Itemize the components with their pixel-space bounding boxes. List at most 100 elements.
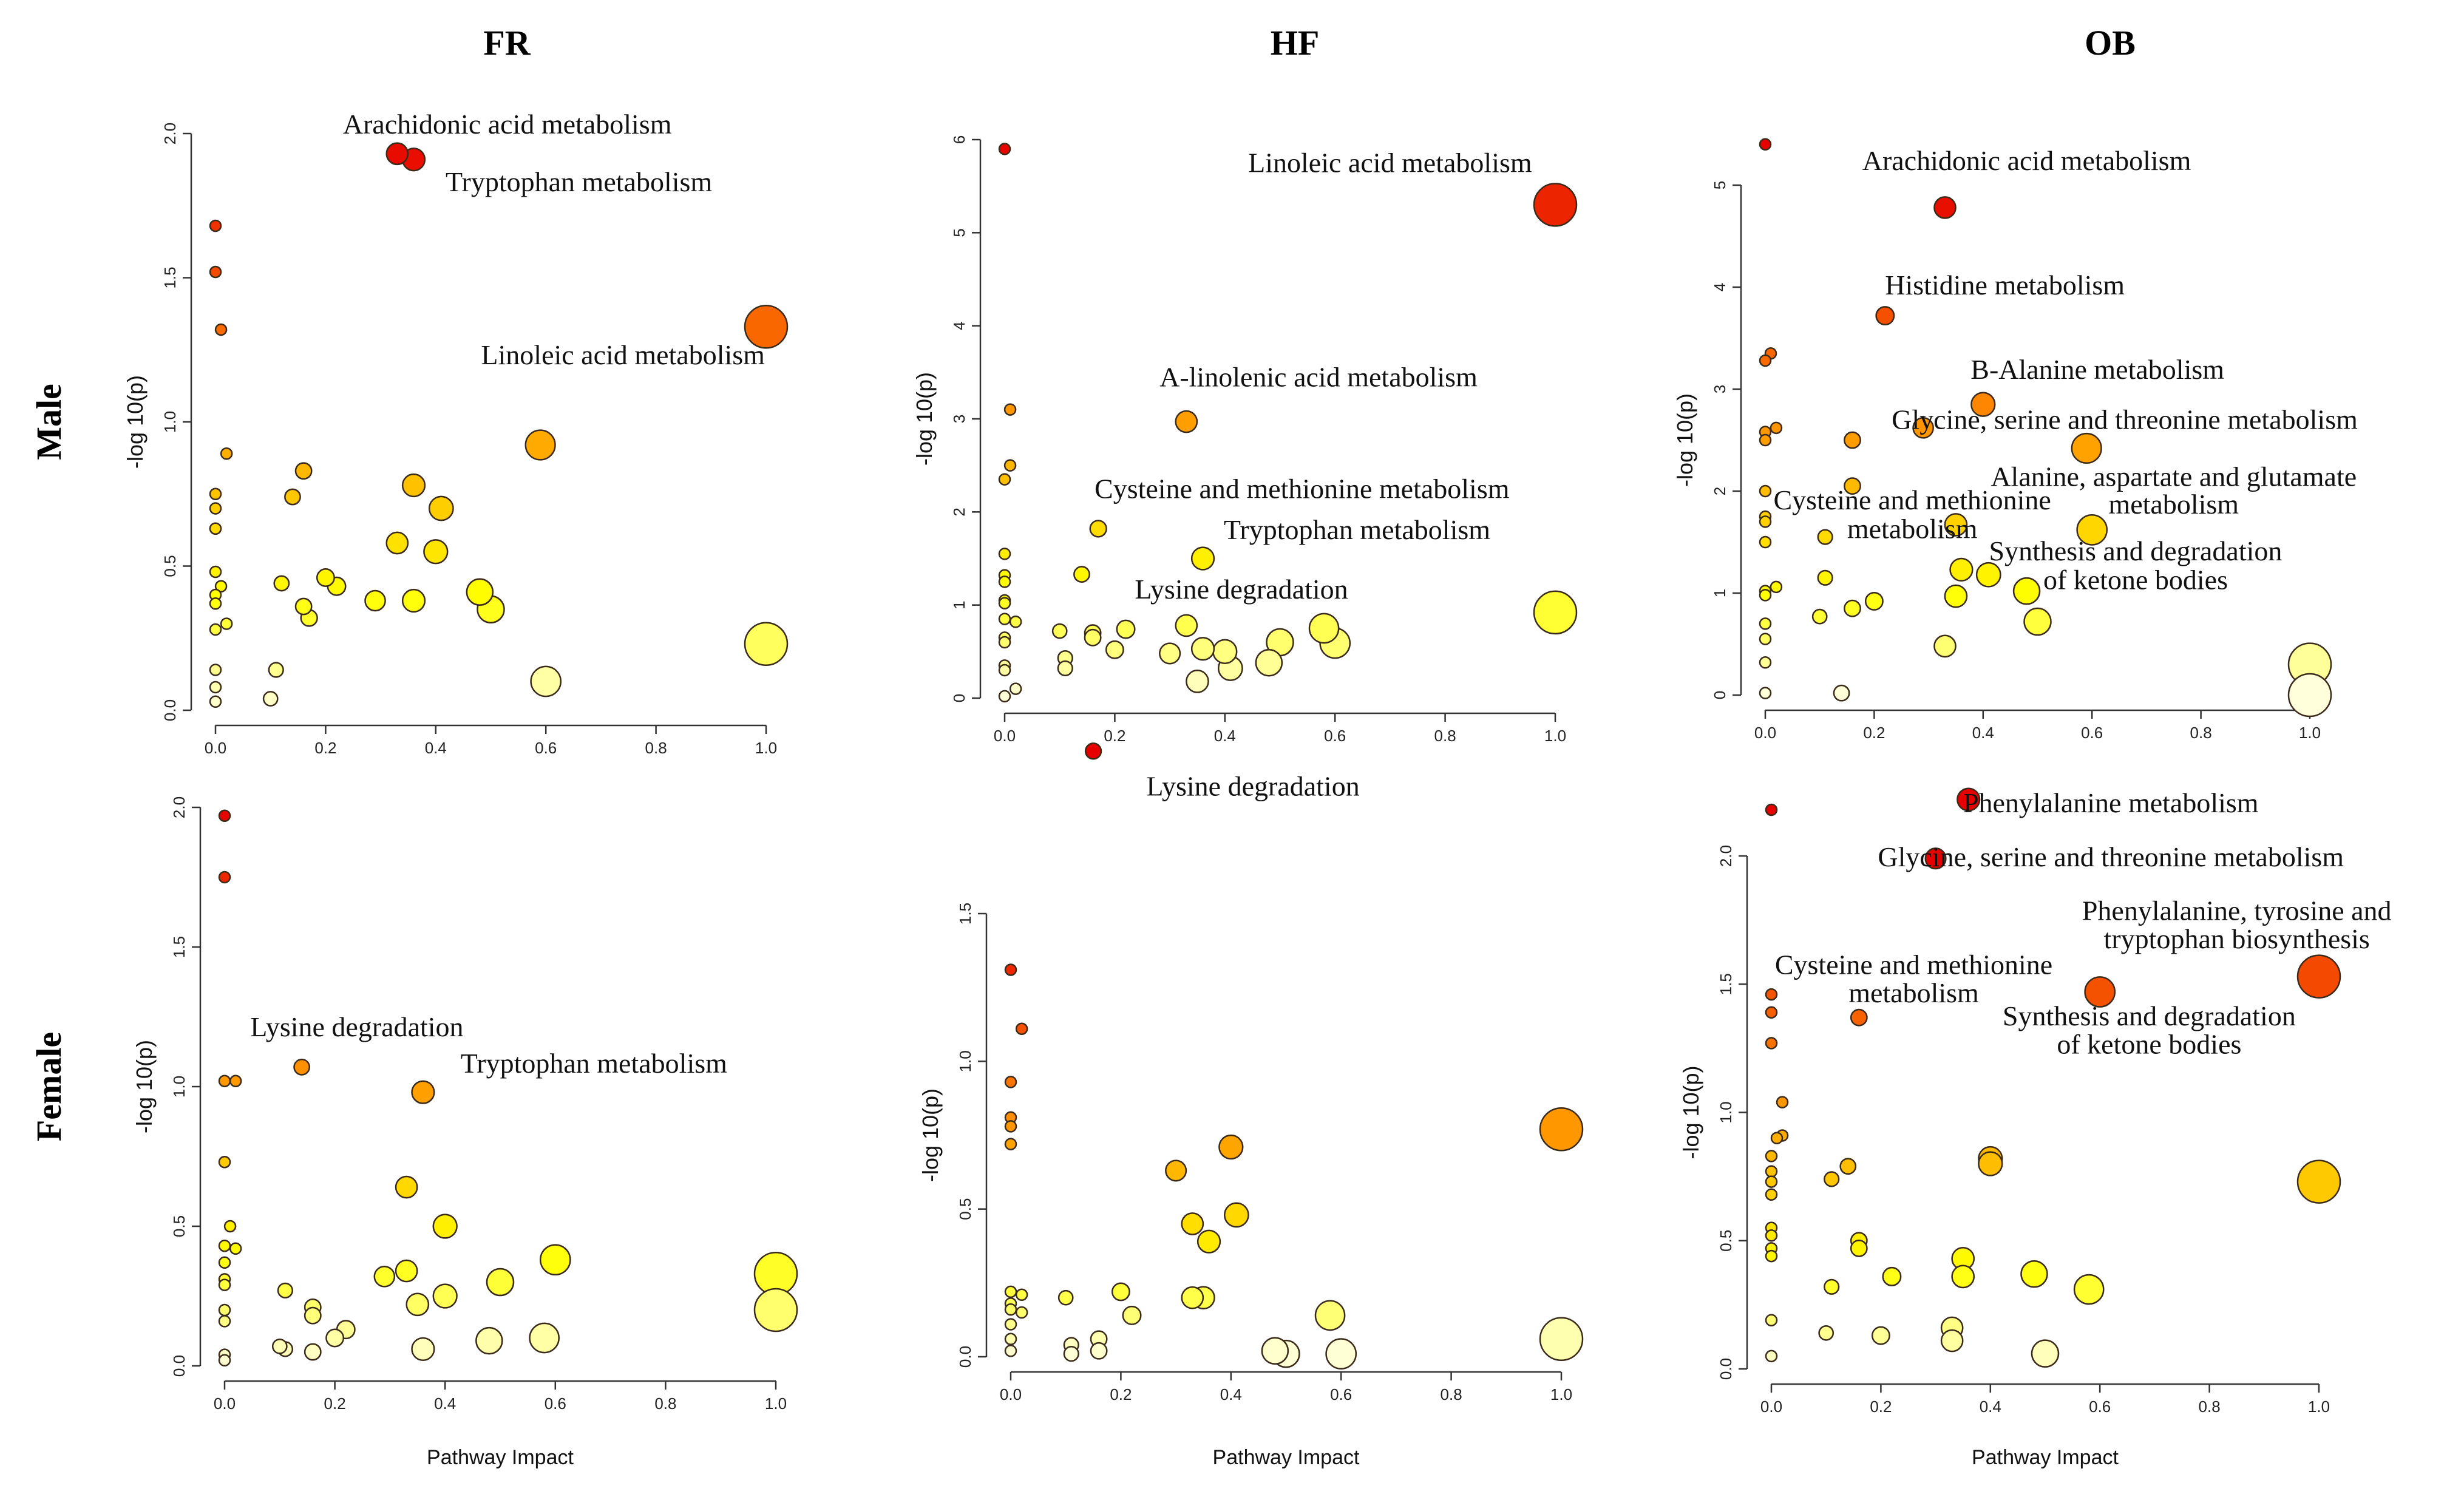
y-tick-label: 0.0 (956, 1346, 974, 1368)
data-point-22 (401, 473, 426, 498)
data-point-4 (218, 1155, 231, 1169)
data-point-34 (1159, 642, 1181, 665)
data-point-32 (1063, 1346, 1079, 1362)
data-point-0 (1759, 138, 1772, 151)
x-tick-label: 0.0 (1754, 724, 1776, 742)
data-point-8 (1765, 1165, 1778, 1178)
data-point-13 (1759, 617, 1772, 630)
data-point-10 (218, 1278, 231, 1291)
y-tick-label: 2.0 (170, 796, 188, 818)
data-point-19 (1181, 1212, 1204, 1235)
data-point-25 (1824, 1171, 1840, 1187)
x-tick-label: 0.0 (994, 727, 1016, 745)
data-point-19 (744, 305, 789, 349)
y-tick-label: 0 (1711, 691, 1729, 699)
data-point-2 (1765, 1006, 1778, 1019)
x-tick-label: 0.8 (2190, 724, 2212, 742)
data-point-3 (229, 1074, 242, 1088)
x-axis-label: Pathway Impact (1972, 1446, 2119, 1469)
annotation-label: Phenylalanine, tyrosine and (2082, 895, 2392, 926)
x-tick-label: 0.8 (1434, 727, 1456, 745)
data-point-32 (1882, 1266, 1902, 1286)
x-tick-label: 0.2 (1870, 1397, 1892, 1416)
data-point-0 (1084, 742, 1102, 760)
y-axis-label: -log 10(p) (1678, 1065, 1703, 1159)
x-tick-label: 0.6 (2081, 724, 2103, 742)
annotation-label: Alanine, aspartate and glutamate (1991, 461, 2357, 492)
data-point-23 (1844, 477, 1861, 495)
data-point-13 (209, 623, 222, 636)
data-point-18 (1875, 306, 1895, 326)
y-tick-label: 1.5 (161, 266, 179, 288)
y-axis-label: -log 10(p) (1672, 393, 1697, 487)
data-point-21 (294, 462, 313, 480)
data-point-12 (218, 1315, 231, 1328)
x-tick-label: 1.0 (755, 739, 777, 757)
data-point-1 (1004, 963, 1017, 976)
annotation-label: metabolism (1848, 977, 1979, 1008)
data-point-15 (1765, 1314, 1778, 1326)
data-point-35 (2023, 607, 2052, 636)
data-point-27 (316, 568, 335, 587)
data-point-5 (223, 1220, 237, 1233)
data-point-20 (1190, 546, 1215, 571)
data-point-28 (753, 1288, 798, 1332)
data-point-2 (1003, 459, 1017, 472)
data-point-36 (1818, 1325, 1834, 1341)
scatter-panel-ob-female: 0.0 0.2 0.4 0.6 0.8 1.0 0.0 0.5 1.0 1.5 2.0 -log 10… (1678, 787, 2392, 1469)
x-tick-label: 1.0 (1550, 1385, 1572, 1404)
data-point-4 (998, 548, 1011, 560)
data-point-11 (209, 597, 222, 610)
data-point-28 (273, 575, 290, 592)
data-point-9 (1759, 535, 1772, 549)
scatter-panel-hf-male: 0.0 0.2 0.4 0.6 0.8 1.0 0 1 2 3 4 5 6 -log 10(p) Linol… (912, 135, 1578, 745)
data-point-31 (364, 589, 386, 612)
annotation-label: Tryptophan metabolism (446, 166, 712, 197)
data-point-26 (1051, 623, 1068, 639)
row-header-male: Male (29, 384, 69, 460)
data-point-25 (432, 1283, 458, 1309)
data-point-21 (1111, 1282, 1130, 1302)
data-point-33 (1212, 639, 1238, 664)
scatter-panel-fr-female: 0.0 0.2 0.4 0.6 0.8 1.0 0.0 0.5 1.0 1.5 2.0 -log 10… (132, 796, 798, 1469)
x-tick-label: 0.8 (645, 739, 667, 757)
y-tick-label: 3 (1711, 385, 1729, 393)
data-point-12 (1765, 1229, 1778, 1242)
y-tick-label: 0.0 (170, 1355, 188, 1377)
y-tick-label: 1.0 (1717, 1101, 1735, 1123)
y-tick-label: 6 (950, 135, 968, 144)
data-point-30 (2020, 1260, 2048, 1288)
data-point-25 (1122, 1305, 1142, 1325)
data-point-21 (1844, 431, 1861, 449)
data-point-30 (1261, 1337, 1289, 1365)
data-point-25 (2076, 514, 2108, 546)
data-point-36 (411, 1337, 435, 1362)
data-point-5 (1759, 433, 1772, 447)
data-point-15 (209, 681, 222, 694)
data-point-31 (1951, 1264, 1975, 1289)
data-point-18 (1223, 1202, 1249, 1228)
data-point-18 (1924, 847, 1947, 870)
data-point-19 (1970, 392, 1996, 417)
data-point-20 (1912, 417, 1934, 439)
scatter-panel-ob-male: 0.0 0.2 0.4 0.6 0.8 1.0 0 1 2 3 4 5 -log 10(p) Arachi… (1672, 138, 2358, 742)
data-point-16 (411, 1080, 435, 1104)
data-point-23 (1978, 1151, 2003, 1176)
data-point-39 (1186, 670, 1209, 693)
data-point-36 (744, 622, 789, 666)
y-axis-label: -log 10(p) (912, 372, 937, 466)
data-point-31 (325, 1328, 345, 1348)
x-tick-label: 0.8 (654, 1394, 676, 1413)
data-point-29 (1817, 569, 1833, 586)
data-point-37 (268, 662, 284, 678)
data-point-0 (1765, 803, 1778, 816)
annotation-label: metabolism (2108, 489, 2239, 520)
annotation-label: Cysteine and methionine (1775, 949, 2052, 980)
data-point-9 (998, 613, 1011, 625)
y-tick-label: 0.0 (1717, 1358, 1735, 1380)
data-point-14 (1004, 1345, 1017, 1357)
data-point-6 (1759, 484, 1772, 498)
y-tick-label: 0.0 (161, 699, 179, 721)
data-point-1 (218, 871, 231, 884)
data-point-3 (220, 447, 233, 460)
